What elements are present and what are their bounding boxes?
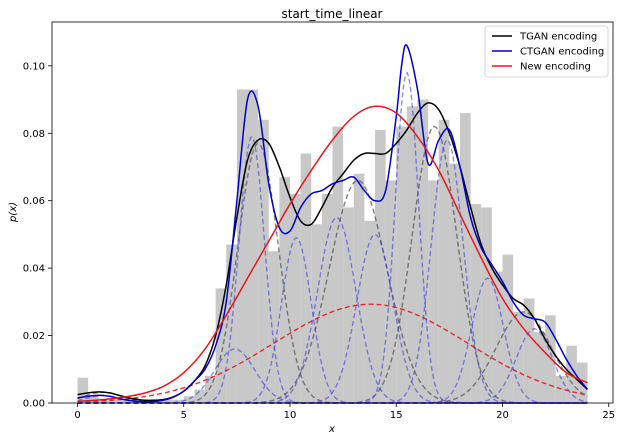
component-curve	[77, 303, 588, 403]
x-tick-label: 20	[496, 410, 509, 421]
legend-label-new: New encoding	[520, 62, 591, 73]
density-curves	[77, 44, 589, 403]
histogram-bar	[353, 173, 365, 403]
histogram-bar	[364, 220, 375, 403]
histogram-bar	[396, 126, 407, 403]
histogram-bar	[375, 129, 386, 403]
histogram-bar	[428, 180, 439, 403]
histogram-bar	[470, 204, 482, 403]
y-tick-label: 0.04	[23, 264, 45, 275]
histogram-bar	[406, 106, 418, 403]
plot-area	[51, 21, 614, 404]
histogram-bar	[268, 251, 280, 403]
histogram-bar	[215, 288, 227, 403]
series-line-new	[77, 105, 588, 403]
histogram-bar	[343, 207, 354, 403]
histogram-bar	[311, 224, 322, 403]
x-axis-label: x	[328, 424, 335, 435]
y-tick-label: 0.10	[23, 61, 45, 72]
histogram-bar	[513, 311, 524, 403]
x-tick-label: 0	[74, 410, 80, 421]
histogram-bar	[449, 163, 460, 403]
histogram-bar	[417, 99, 429, 403]
histogram-bar	[502, 254, 514, 403]
histogram-bar	[173, 399, 184, 403]
y-tick-label: 0.00	[23, 399, 45, 410]
histogram-bar	[258, 119, 269, 404]
legend-label-ctgan: CTGAN encoding	[520, 47, 604, 58]
histogram-bar	[438, 119, 450, 404]
histogram-bar	[481, 207, 492, 403]
histogram-bar	[77, 377, 89, 403]
chart-title: start_time_linear	[281, 7, 382, 21]
x-tick-label: 25	[602, 410, 615, 421]
series-line-ctgan	[77, 44, 589, 403]
x-tick-label: 10	[284, 410, 297, 421]
histogram-bar	[545, 315, 556, 403]
histogram-bar	[205, 376, 216, 403]
histogram-bar	[332, 126, 344, 403]
histogram-bar	[460, 113, 471, 403]
histogram-bar	[183, 396, 195, 403]
histogram-bar	[491, 271, 503, 403]
y-axis-label: p(x)	[8, 202, 19, 223]
histogram	[77, 89, 588, 404]
histogram-bar	[290, 193, 301, 403]
histogram-bar	[555, 376, 567, 403]
legend: TGAN encoding CTGAN encoding New encodin…	[484, 25, 609, 78]
histogram-bar	[162, 399, 174, 403]
histogram-bar	[247, 89, 259, 404]
histogram-bar	[236, 89, 248, 404]
y-tick-label: 0.06	[23, 196, 45, 207]
histogram-bar	[300, 153, 312, 403]
histogram-bar	[109, 399, 120, 403]
histogram-bar	[120, 399, 131, 403]
histogram-bar	[523, 298, 535, 403]
x-axis-ticks: 0 5 10 15 20 25	[74, 403, 615, 421]
legend-label-tgan: TGAN encoding	[519, 32, 597, 43]
y-axis-ticks: 0.00 0.02 0.04 0.06 0.08 0.10	[23, 61, 52, 410]
histogram-bar	[194, 389, 205, 403]
y-tick-label: 0.08	[23, 129, 45, 140]
y-tick-label: 0.02	[23, 331, 45, 342]
plot-frame	[51, 21, 614, 404]
legend-box	[484, 25, 609, 78]
x-tick-label: 5	[181, 410, 187, 421]
histogram-bar	[321, 193, 333, 403]
histogram-bar	[534, 332, 545, 403]
x-tick-label: 15	[390, 410, 403, 421]
